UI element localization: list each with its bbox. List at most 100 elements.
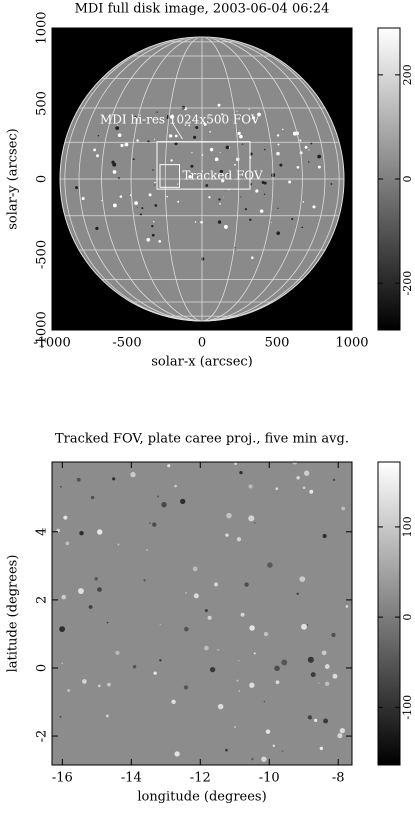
magnetic-spot <box>279 163 283 167</box>
x-tick-label: -16 <box>52 771 73 786</box>
magnetic-spot <box>248 484 253 489</box>
magnetic-spot <box>136 207 138 208</box>
magnetic-spot <box>217 649 219 651</box>
magnetic-spot <box>281 750 284 752</box>
magnetic-spot <box>170 159 173 162</box>
colorbar-tick-label: -200 <box>401 271 414 296</box>
magnetic-spot <box>332 478 336 482</box>
magnetic-spot <box>117 133 122 138</box>
magnetic-spot <box>177 200 180 203</box>
magnetic-spot <box>194 221 197 223</box>
magnetic-spot <box>274 665 280 672</box>
magnetic-spot <box>82 679 87 684</box>
magnetic-spot <box>257 112 261 117</box>
magnetic-spot <box>301 226 304 229</box>
magnetic-spot <box>302 486 306 490</box>
magnetic-spot <box>240 612 245 617</box>
magnetic-spot <box>296 592 299 595</box>
magnetic-spot <box>139 213 143 216</box>
magnetic-spot <box>236 679 239 682</box>
y-axis-label: latitude (degrees) <box>6 555 21 673</box>
image-background <box>52 462 352 765</box>
magnetic-spot <box>120 143 124 148</box>
magnetic-spot <box>88 605 93 609</box>
magnetic-spot <box>281 128 284 131</box>
magnetic-spot <box>317 154 322 159</box>
tracked-fov-box <box>159 164 180 188</box>
magnetic-spot <box>261 181 265 184</box>
magnetic-spot <box>217 220 222 224</box>
magnetic-spot <box>317 165 321 169</box>
magnetic-spot <box>132 158 135 161</box>
magnetic-spot <box>249 218 252 221</box>
magnetic-spot <box>79 530 84 536</box>
colorbar-tick-label: 0 <box>401 614 414 621</box>
x-tick-label: -1000 <box>33 336 70 351</box>
magnetic-spot <box>63 515 68 520</box>
x-tick-label: -14 <box>121 771 142 786</box>
annotation: Tracked FOV <box>183 168 263 182</box>
magnetic-spot <box>304 145 308 149</box>
magnetic-spot <box>277 143 280 146</box>
magnetic-spot <box>264 148 266 151</box>
magnetic-spot <box>193 135 197 139</box>
magnetic-spot <box>143 579 146 582</box>
magnetic-spot <box>251 256 254 260</box>
magnetic-spot <box>213 582 219 587</box>
y-tick-label: 500 <box>35 91 50 116</box>
magnetic-spot <box>254 522 256 524</box>
magnetic-spot <box>60 485 62 488</box>
magnetic-spot <box>308 149 310 151</box>
magnetic-spot <box>345 605 349 608</box>
magnetic-spot <box>174 134 178 138</box>
magnetic-spot <box>261 756 267 762</box>
magnetic-spot <box>154 181 156 184</box>
magnetic-spot <box>214 157 219 162</box>
magnetic-spot <box>149 522 151 524</box>
magnetic-spot <box>299 139 302 142</box>
magnetic-spot <box>276 151 280 156</box>
chart-title: MDI full disk image, 2003-06-04 06:24 <box>75 2 330 17</box>
magnetic-spot <box>307 715 313 720</box>
magnetic-spot <box>124 142 129 147</box>
magnetic-spot <box>81 196 85 201</box>
magnetic-spot <box>59 715 62 718</box>
magnetic-spot <box>115 126 120 130</box>
magnetic-spot <box>134 115 137 119</box>
magnetic-spot <box>307 624 309 626</box>
magnetic-spot <box>249 625 255 631</box>
magnetic-spot <box>276 231 281 235</box>
colorbar <box>377 461 401 766</box>
x-axis-label: solar-x (arcsec) <box>151 355 253 370</box>
annotation: MDI hi-res 1024x500 FOV <box>100 113 260 127</box>
magnetic-spot <box>248 108 250 110</box>
magnetic-spot <box>166 115 169 117</box>
magnetic-spot <box>239 134 243 139</box>
magnetic-spot <box>277 207 279 209</box>
y-tick-label: 0 <box>35 175 50 183</box>
magnetic-spot <box>97 135 100 137</box>
magnetic-spot <box>195 125 199 129</box>
magnetic-spot <box>146 237 151 242</box>
magnetic-spot <box>146 549 148 551</box>
x-tick-label: 500 <box>265 336 290 351</box>
magnetic-spot <box>341 506 346 511</box>
magnetic-spot <box>152 169 154 171</box>
magnetic-spot <box>236 537 242 542</box>
magnetic-spot <box>76 477 81 482</box>
magnetic-spot <box>97 587 102 592</box>
magnetic-spot <box>151 233 155 237</box>
magnetic-spot <box>219 151 221 153</box>
magnetic-spot <box>267 562 273 568</box>
magnetic-spot <box>148 193 152 197</box>
magnetic-spot <box>301 623 307 630</box>
magnetic-spot <box>159 659 162 662</box>
colorbar-tick-label: 100 <box>401 516 414 537</box>
magnetic-spot <box>205 184 209 187</box>
magnetic-spot <box>203 122 207 126</box>
magnetic-spot <box>154 204 158 207</box>
magnetic-spot <box>308 161 310 163</box>
magnetic-spot <box>225 533 229 537</box>
magnetic-spot <box>153 138 155 140</box>
magnetic-spot <box>188 175 192 179</box>
